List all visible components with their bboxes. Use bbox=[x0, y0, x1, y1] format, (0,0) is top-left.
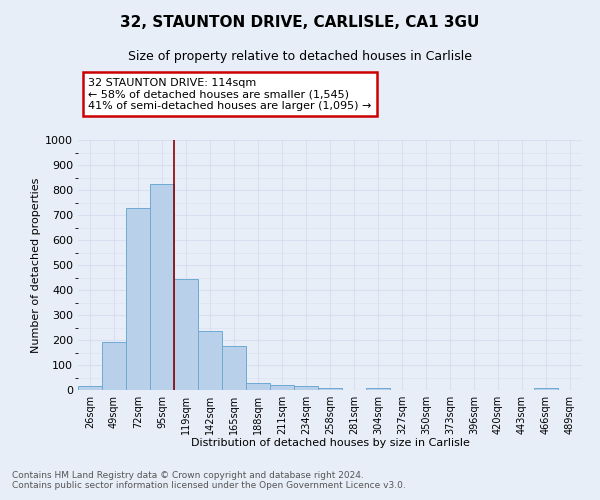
Text: 32, STAUNTON DRIVE, CARLISLE, CA1 3GU: 32, STAUNTON DRIVE, CARLISLE, CA1 3GU bbox=[121, 15, 479, 30]
Bar bbox=[222, 346, 246, 390]
Bar bbox=[198, 331, 222, 390]
Text: 32 STAUNTON DRIVE: 114sqm
← 58% of detached houses are smaller (1,545)
41% of se: 32 STAUNTON DRIVE: 114sqm ← 58% of detac… bbox=[88, 78, 371, 110]
Bar bbox=[174, 279, 198, 390]
Text: Size of property relative to detached houses in Carlisle: Size of property relative to detached ho… bbox=[128, 50, 472, 63]
Bar bbox=[534, 388, 558, 390]
Bar bbox=[150, 184, 174, 390]
Bar bbox=[366, 388, 390, 390]
Text: Contains HM Land Registry data © Crown copyright and database right 2024.
Contai: Contains HM Land Registry data © Crown c… bbox=[12, 470, 406, 490]
X-axis label: Distribution of detached houses by size in Carlisle: Distribution of detached houses by size … bbox=[191, 438, 469, 448]
Y-axis label: Number of detached properties: Number of detached properties bbox=[31, 178, 41, 352]
Bar bbox=[270, 384, 294, 390]
Bar bbox=[102, 342, 126, 390]
Bar bbox=[126, 208, 150, 390]
Bar bbox=[294, 386, 318, 390]
Bar bbox=[246, 382, 270, 390]
Bar bbox=[318, 388, 342, 390]
Bar bbox=[78, 386, 102, 390]
